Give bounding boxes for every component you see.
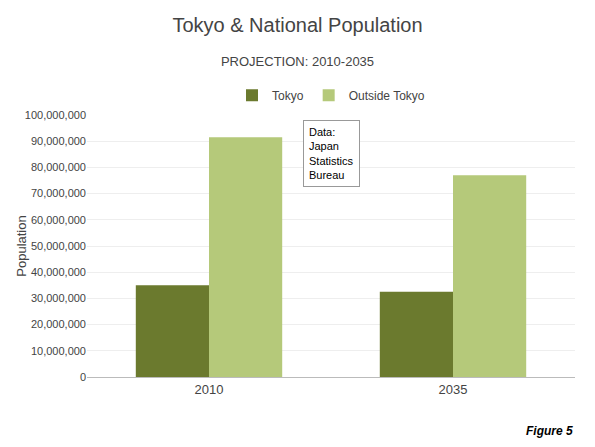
svg-text:20,000,000: 20,000,000 — [31, 318, 86, 330]
svg-text:2010: 2010 — [195, 382, 224, 397]
svg-text:100,000,000: 100,000,000 — [25, 109, 86, 121]
svg-text:60,000,000: 60,000,000 — [31, 214, 86, 226]
svg-text:Outside Tokyo: Outside Tokyo — [349, 89, 425, 103]
svg-text:PROJECTION: 2010-2035: PROJECTION: 2010-2035 — [221, 54, 374, 69]
svg-text:Data:JapanStatisticsBureau: Data:JapanStatisticsBureau — [309, 126, 354, 181]
svg-text:30,000,000: 30,000,000 — [31, 292, 86, 304]
svg-text:0: 0 — [80, 371, 86, 383]
svg-text:Tokyo: Tokyo — [272, 89, 304, 103]
svg-text:80,000,000: 80,000,000 — [31, 161, 86, 173]
svg-text:Tokyo & National Population: Tokyo & National Population — [172, 14, 422, 36]
svg-text:2035: 2035 — [439, 382, 468, 397]
svg-text:40,000,000: 40,000,000 — [31, 266, 86, 278]
svg-text:10,000,000: 10,000,000 — [31, 345, 86, 357]
svg-text:50,000,000: 50,000,000 — [31, 240, 86, 252]
svg-text:Population: Population — [14, 215, 29, 276]
svg-text:70,000,000: 70,000,000 — [31, 187, 86, 199]
svg-text:Figure 5: Figure 5 — [526, 424, 573, 438]
svg-text:90,000,000: 90,000,000 — [31, 135, 86, 147]
